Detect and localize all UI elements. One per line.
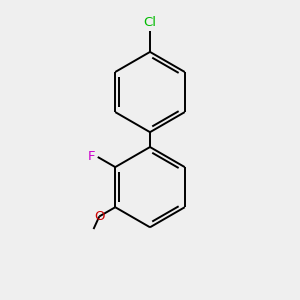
Text: O: O (94, 210, 104, 223)
Text: Cl: Cl (143, 16, 157, 29)
Text: F: F (88, 151, 95, 164)
